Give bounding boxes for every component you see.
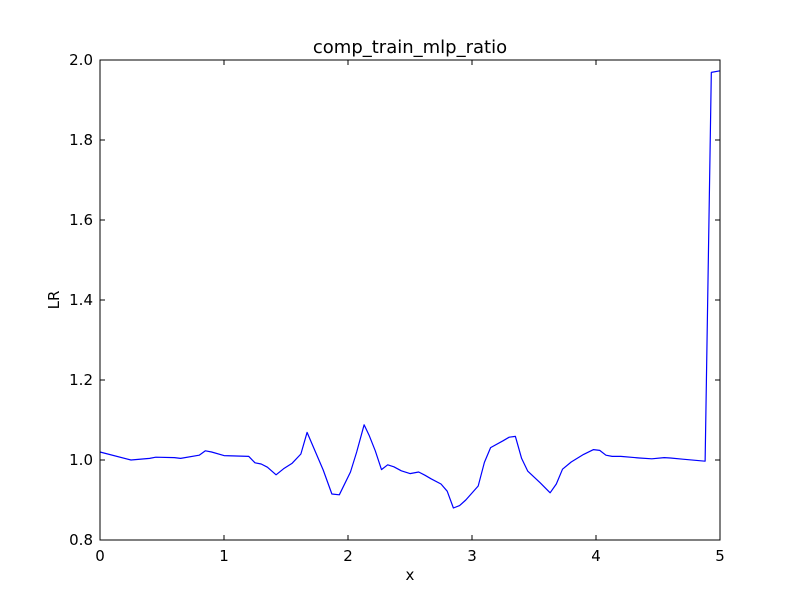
x-tick-label: 4 (591, 547, 601, 565)
x-tick-label: 0 (95, 547, 105, 565)
y-tick-label: 1.6 (69, 211, 93, 229)
y-tick-label: 1.0 (69, 451, 93, 469)
x-tick-label: 1 (219, 547, 229, 565)
y-tick-label: 0.8 (69, 531, 93, 549)
y-tick-label: 1.4 (69, 291, 93, 309)
y-tick-label: 1.8 (69, 131, 93, 149)
x-axis-label: x (406, 566, 415, 584)
x-tick-label: 5 (715, 547, 725, 565)
chart-title: comp_train_mlp_ratio (313, 37, 507, 58)
y-axis-label: LR (45, 291, 63, 310)
series-line (99, 70, 721, 509)
series-group (99, 70, 721, 509)
y-tick-label: 2.0 (69, 51, 93, 69)
plot-background (100, 60, 720, 540)
x-tick-label: 3 (467, 547, 477, 565)
y-tick-label: 1.2 (69, 371, 93, 389)
plot-frame (99, 59, 721, 541)
ticks-group: 0 1 2 3 4 5 0.8 1.0 1.2 1.4 1.6 1.8 2.0 (69, 51, 725, 565)
x-tick-label: 2 (343, 547, 353, 565)
